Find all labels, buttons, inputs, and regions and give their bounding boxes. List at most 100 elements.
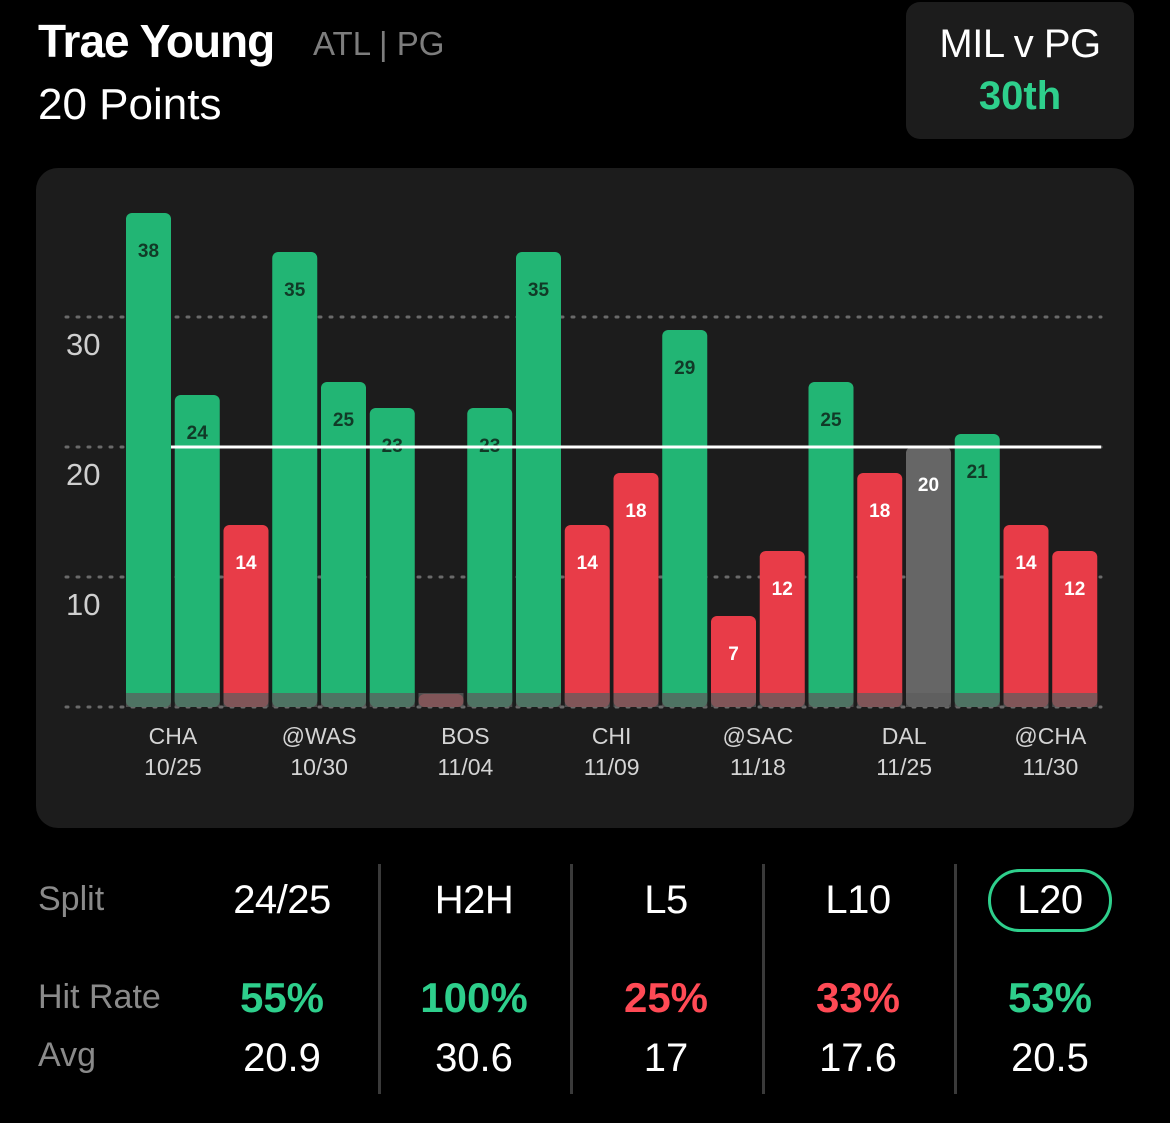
split-label: L10 — [825, 878, 891, 922]
column-divider — [378, 864, 381, 1094]
split-label: H2H — [434, 878, 514, 922]
bar-base-strip — [126, 693, 171, 707]
x-tick-date: 11/30 — [1022, 754, 1078, 780]
bar-game-4[interactable] — [272, 252, 318, 707]
bar-base-strip — [1003, 693, 1049, 707]
bar-value-label: 24 — [187, 423, 209, 444]
bar-base-strip — [418, 693, 464, 707]
bar-base-strip — [759, 693, 805, 707]
x-tick-team: @WAS — [282, 723, 357, 749]
bar-value-label: 21 — [967, 462, 989, 483]
bar-base-strip — [321, 693, 366, 707]
bar-base-strip — [906, 693, 951, 707]
bar-value-label: 35 — [284, 280, 306, 301]
bar-base-strip — [272, 693, 318, 707]
column-divider — [954, 864, 957, 1094]
split-label-selected: L20 — [955, 869, 1145, 932]
x-tick-date: 11/25 — [876, 754, 932, 780]
bar-game-19[interactable] — [1003, 525, 1049, 707]
bar-value-label: 35 — [528, 280, 550, 301]
bar-value-label: 29 — [674, 358, 695, 379]
bar-base-strip — [516, 693, 561, 707]
bar-game-2[interactable] — [174, 395, 220, 707]
splits-table: Split Hit Rate Avg 24/25 55% 20.9 H2H 10… — [0, 858, 1170, 1123]
split-column-l10[interactable]: L10 33% 17.6 — [763, 858, 953, 1098]
split-row-label: Split — [38, 880, 105, 918]
bar-base-strip — [1052, 693, 1098, 707]
bar-base-strip — [467, 693, 513, 707]
x-tick-date: 11/18 — [730, 754, 786, 780]
bar-base-strip — [662, 693, 708, 707]
bar-game-6[interactable] — [369, 408, 415, 707]
bar-value-label: 14 — [235, 553, 257, 574]
bar-value-label: 25 — [820, 410, 842, 431]
split-label: 24/25 — [233, 878, 331, 922]
x-tick-team: DAL — [882, 723, 927, 749]
split-column-l20[interactable]: L20 53% 20.5 — [955, 858, 1145, 1098]
bar-base-strip — [564, 693, 610, 707]
split-column-season[interactable]: 24/25 55% 20.9 — [187, 858, 377, 1098]
y-tick-label: 20 — [66, 457, 100, 492]
split-hit-rate: 25% — [623, 974, 709, 1021]
bar-game-17[interactable] — [906, 447, 951, 707]
split-column-h2h[interactable]: H2H 100% 30.6 — [379, 858, 569, 1098]
bar-game-5[interactable] — [321, 382, 366, 707]
split-hit-rate: 100% — [420, 974, 528, 1021]
split-avg: 20.9 — [243, 1036, 321, 1080]
bar-game-12[interactable] — [662, 330, 708, 707]
bar-game-8[interactable] — [467, 408, 513, 707]
x-tick-team: CHA — [149, 723, 198, 749]
bar-game-15[interactable] — [808, 382, 854, 707]
hit-rate-row-label: Hit Rate — [38, 978, 161, 1016]
x-tick-team: CHI — [592, 723, 632, 749]
bar-value-label: 14 — [1015, 553, 1037, 574]
bar-game-13[interactable] — [711, 616, 756, 707]
split-avg: 30.6 — [435, 1036, 513, 1080]
bar-value-label: 18 — [869, 501, 890, 522]
player-meta: ATL | PG — [313, 25, 445, 62]
bar-value-label: 12 — [772, 579, 793, 600]
header: Trae Young ATL | PG 20 Points MIL v PG 3… — [0, 0, 1170, 160]
bar-game-9[interactable] — [516, 252, 561, 707]
bar-value-label: 14 — [577, 553, 599, 574]
bar-base-strip — [954, 693, 1000, 707]
bar-game-10[interactable] — [564, 525, 610, 707]
bar-base-strip — [613, 693, 659, 707]
split-avg: 20.5 — [1011, 1036, 1089, 1080]
bar-value-label: 20 — [918, 475, 939, 496]
column-divider — [570, 864, 573, 1094]
x-tick-team: BOS — [441, 723, 490, 749]
bar-game-11[interactable] — [613, 473, 659, 707]
split-avg: 17 — [643, 1036, 689, 1080]
player-name: Trae Young — [38, 15, 275, 67]
matchup-rank: 30th — [978, 74, 1062, 118]
matchup-card[interactable]: MIL v PG 30th — [906, 2, 1134, 139]
bar-game-14[interactable] — [759, 551, 805, 707]
bar-game-1[interactable] — [126, 213, 171, 707]
split-avg: 17.6 — [819, 1036, 897, 1080]
bar-game-16[interactable] — [857, 473, 903, 707]
bar-game-18[interactable] — [954, 434, 1000, 707]
x-tick-team: @CHA — [1014, 723, 1087, 749]
bar-value-label: 38 — [138, 241, 159, 262]
x-tick-team: @SAC — [723, 723, 794, 749]
bar-value-label: 12 — [1064, 579, 1085, 600]
bar-game-3[interactable] — [223, 525, 269, 707]
bar-base-strip — [711, 693, 756, 707]
column-divider — [762, 864, 765, 1094]
split-column-l5[interactable]: L5 25% 17 — [571, 858, 761, 1098]
bar-base-strip — [857, 693, 903, 707]
bar-base-strip — [369, 693, 415, 707]
bar-base-strip — [223, 693, 269, 707]
matchup-title: MIL v PG — [939, 22, 1101, 66]
bar-game-20[interactable] — [1052, 551, 1098, 707]
bar-base-strip — [174, 693, 220, 707]
bar-value-label: 18 — [625, 501, 646, 522]
bar-base-strip — [808, 693, 854, 707]
avg-row-label: Avg — [38, 1036, 96, 1074]
x-tick-date: 11/04 — [437, 754, 493, 780]
x-tick-date: 11/09 — [584, 754, 640, 780]
game-log-chart: 10 20 30 38 24 14 35 25 23 23 35 14 18 29 7 12 25 18 20 21 1… — [36, 168, 1134, 828]
bar-value-label: 7 — [728, 644, 739, 665]
split-label: L5 — [644, 878, 688, 922]
